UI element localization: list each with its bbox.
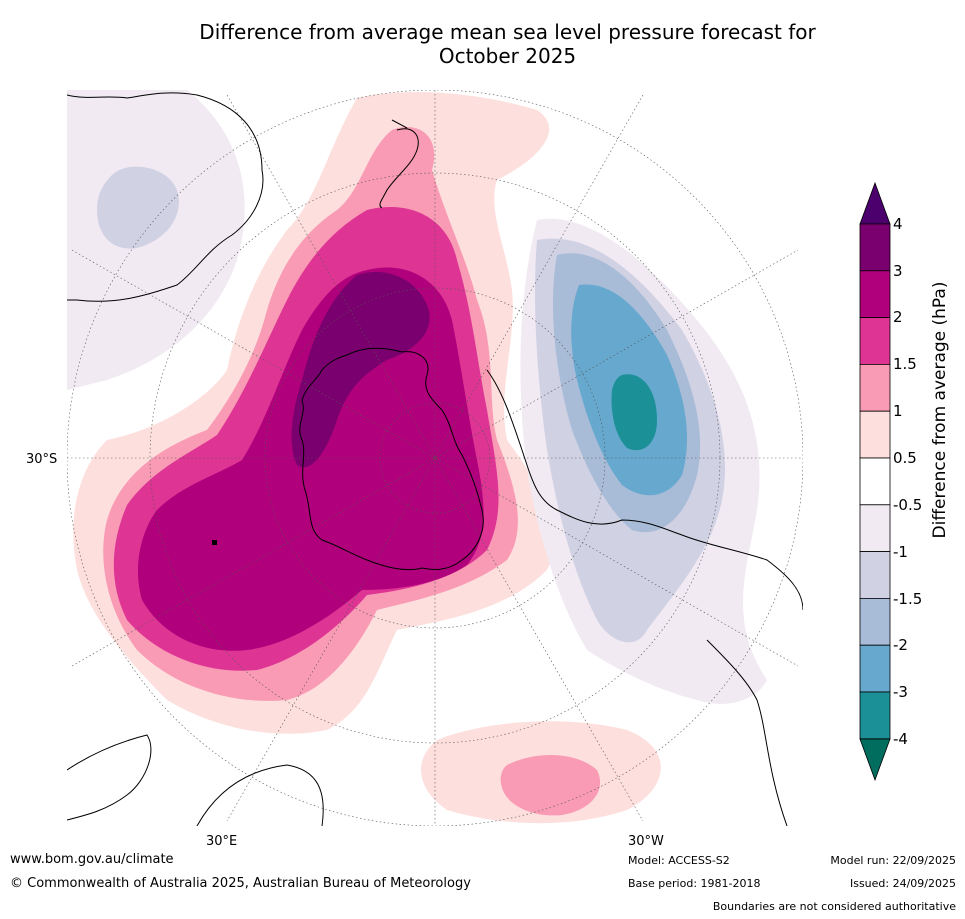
- model-text: Model: ACCESS-S2: [628, 854, 730, 867]
- map-title-line-1: Difference from average mean sea level p…: [199, 20, 816, 44]
- africa-coastline: [67, 734, 324, 826]
- island-marker: [212, 540, 217, 545]
- issued-text: Issued: 24/09/2025: [849, 877, 956, 890]
- longitude-label-30e: 30°E: [206, 834, 238, 849]
- base-period-text: Base period: 1981-2018: [628, 877, 761, 890]
- colorbar-bottom-extension: [859, 738, 891, 782]
- coastlines: [67, 92, 803, 826]
- copyright-text: © Commonwealth of Australia 2025, Austra…: [10, 876, 471, 891]
- anomaly-contour-minus-1-to-minus-1.5-west: [97, 166, 179, 249]
- colorbar-tick-minus-0.5: -0.5: [893, 496, 923, 514]
- australia-coastline: [67, 92, 264, 302]
- anomaly-contour-minus-0.5-to-minus-1: [67, 90, 245, 390]
- anomaly-contour-1-to-1.5-south: [500, 754, 601, 816]
- disclaimer-text: Boundaries are not considered authoritat…: [712, 900, 956, 913]
- model-run-text: Model run: 22/09/2025: [830, 854, 956, 867]
- map-title: Difference from average mean sea level p…: [100, 20, 915, 68]
- colorbar-tick-minus-1: -1: [893, 543, 908, 561]
- colorbar-band-3: [859, 317, 891, 365]
- colorbar-band-8: [859, 551, 891, 599]
- new-zealand-coastline: [379, 119, 419, 209]
- polar-pressure-map: [67, 90, 803, 826]
- colorbar-band-2: [859, 270, 891, 319]
- colorbar-band-5: [859, 410, 891, 459]
- anomaly-contour-3-to-4: [291, 271, 430, 468]
- colorbar-tick-minus-1.5: -1.5: [893, 590, 923, 608]
- peninsula-coastline: [706, 639, 788, 826]
- colorbar-tick-2: 2: [893, 308, 903, 326]
- latitude-label-30s: 30°S: [26, 452, 58, 467]
- map-title-line-2: October 2025: [438, 44, 577, 68]
- colorbar-band-4: [859, 363, 891, 412]
- graticule: [67, 90, 803, 826]
- longitude-label-30w: 30°W: [628, 834, 664, 849]
- colorbar-band-6: [859, 457, 891, 506]
- colorbar-tick-minus-3: -3: [893, 683, 908, 701]
- colorbar-tick-3: 3: [893, 262, 903, 280]
- colorbar-band-9: [859, 597, 891, 646]
- anomaly-contour-minus-3-to-minus-4: [611, 374, 657, 451]
- colorbar: [859, 181, 891, 782]
- colorbar-tick-minus-2: -2: [893, 636, 908, 654]
- colorbar-tick-4: 4: [893, 215, 903, 233]
- antarctica-coastline: [299, 347, 484, 571]
- colorbar-band-7: [859, 504, 891, 552]
- colorbar-top-extension: [859, 181, 891, 225]
- colorbar-tick-1.5: 1.5: [893, 355, 917, 373]
- colorbar-band-1: [859, 223, 891, 272]
- colorbar-tick-0.5: 0.5: [893, 449, 917, 467]
- colorbar-band-10: [859, 644, 891, 693]
- colorbar-tick-minus-4: -4: [893, 730, 908, 748]
- south-america-coastline: [486, 369, 803, 611]
- colorbar-tick-1: 1: [893, 402, 903, 420]
- website-link[interactable]: www.bom.gov.au/climate: [10, 852, 174, 867]
- colorbar-title: Difference from average (hPa): [930, 281, 950, 539]
- colorbar-band-11: [859, 691, 891, 740]
